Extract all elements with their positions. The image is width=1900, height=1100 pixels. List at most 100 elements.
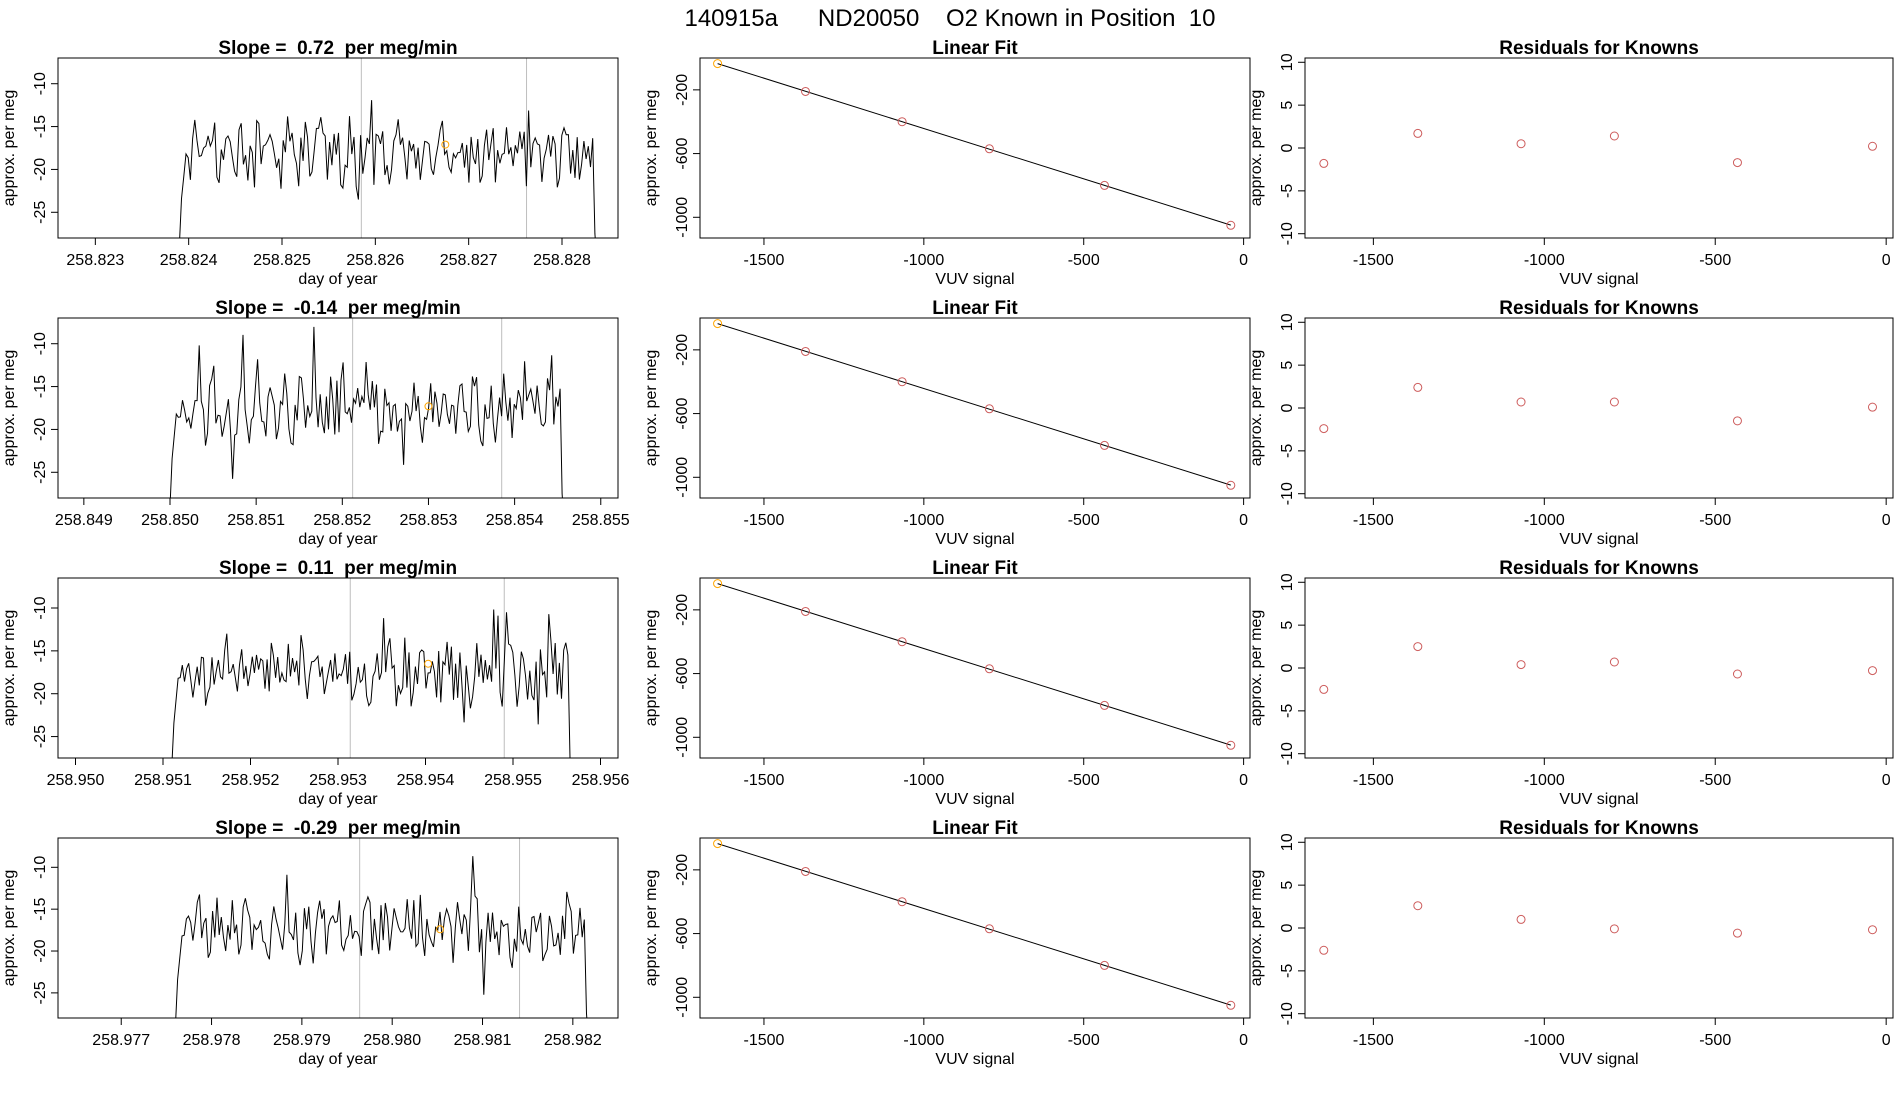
data-point: [1226, 480, 1236, 490]
y-axis-label: approx. per meg: [643, 350, 660, 467]
data-point: [801, 346, 811, 356]
plot-frame: [57, 317, 619, 499]
data-point: [1100, 180, 1110, 190]
data-point: [1867, 925, 1877, 935]
x-tick-label: 258.956: [572, 772, 630, 789]
plot-frame: [1304, 577, 1894, 759]
y-tick-label: 5: [1279, 881, 1296, 890]
panel-time-3: Slope = 0.11 per meg/min 258.950 258.951 25…: [1, 558, 630, 808]
highlight-point: [424, 402, 433, 411]
data-point: [897, 377, 907, 387]
x-tick-label: -1500: [743, 252, 784, 269]
time-series-line: [175, 856, 588, 1018]
x-tick-label: 258.854: [486, 512, 544, 529]
x-tick-label: -1000: [1524, 1032, 1565, 1049]
y-tick-label: -10: [1279, 482, 1296, 505]
x-tick-label: 258.828: [533, 252, 591, 269]
data-point: [801, 606, 811, 616]
x-tick-label: 0: [1239, 1032, 1248, 1049]
x-tick-label: -500: [1699, 1032, 1731, 1049]
x-tick-label: -1000: [1524, 512, 1565, 529]
panel-title: Residuals for Knowns: [1499, 38, 1699, 59]
x-axis-label: day of year: [298, 531, 378, 548]
panel-fit-2: Linear Fit -1500 -1000 -500 0 -200 -600 -1000 VU…: [643, 298, 1251, 548]
x-axis-label: VUV signal: [935, 1051, 1014, 1068]
plot-frame: [1304, 57, 1894, 239]
data-point: [1609, 397, 1619, 407]
y-tick-label: -25: [32, 461, 49, 484]
x-tick-label: 258.950: [47, 772, 105, 789]
y-axis-label: approx. per meg: [1, 610, 18, 727]
fit-line: [717, 323, 1231, 486]
y-tick-label: -15: [32, 639, 49, 662]
highlight-point: [436, 925, 445, 934]
y-tick-label: -10: [32, 72, 49, 95]
x-axis-label: day of year: [298, 271, 378, 288]
x-tick-label: 258.982: [544, 1032, 602, 1049]
data-point: [1867, 666, 1877, 676]
x-tick-label: -1500: [743, 1032, 784, 1049]
x-tick-label: 258.850: [141, 512, 199, 529]
y-axis-label: approx. per meg: [643, 870, 660, 987]
data-point: [1226, 220, 1236, 230]
y-tick-label: -25: [32, 725, 49, 748]
data-point: [1609, 657, 1619, 667]
data-point: [897, 117, 907, 127]
x-tick-label: 0: [1882, 772, 1891, 789]
y-tick-label: -15: [32, 897, 49, 920]
y-tick-label: -10: [32, 332, 49, 355]
plot-frame: [699, 57, 1251, 239]
y-tick-label: 10: [1279, 313, 1296, 331]
fit-line: [717, 583, 1231, 746]
x-axis-label: VUV signal: [1559, 791, 1638, 808]
data-point: [1319, 945, 1329, 955]
panel-title: Linear Fit: [932, 558, 1018, 579]
data-point: [984, 924, 994, 934]
data-point: [1319, 684, 1329, 694]
panel-resid-1: Residuals for Knowns -1500 -1000 -500 0 10 5 0 -…: [1248, 38, 1894, 288]
plot-area: [1319, 128, 1877, 168]
y-tick-label: -1000: [674, 977, 691, 1018]
plot-frame: [699, 317, 1251, 499]
data-point: [1732, 928, 1742, 938]
y-tick-label: -5: [1279, 704, 1296, 718]
x-tick-label: -1500: [1353, 772, 1394, 789]
data-point: [801, 86, 811, 96]
y-tick-label: -15: [32, 375, 49, 398]
y-tick-label: -15: [32, 115, 49, 138]
x-tick-label: -500: [1699, 772, 1731, 789]
plot-frame: [57, 577, 619, 759]
plot-frame: [1304, 317, 1894, 499]
plot-area: [713, 579, 1236, 750]
x-tick-label: 258.826: [346, 252, 404, 269]
x-tick-label: -1500: [1353, 252, 1394, 269]
time-series-line: [169, 326, 563, 498]
time-series-line: [171, 609, 571, 758]
data-point: [1516, 660, 1526, 670]
x-axis-label: VUV signal: [935, 531, 1014, 548]
data-point: [1319, 424, 1329, 434]
y-tick-label: -600: [674, 657, 691, 689]
plot-area: [179, 58, 596, 238]
x-tick-label: -1000: [1524, 772, 1565, 789]
y-tick-label: 0: [1279, 143, 1296, 152]
data-point: [1413, 382, 1423, 392]
x-tick-label: -500: [1068, 252, 1100, 269]
highlight-point: [441, 140, 450, 149]
plot-area: [713, 319, 1236, 490]
plot-area: [169, 318, 563, 498]
data-point: [713, 319, 723, 329]
y-tick-label: -200: [674, 74, 691, 106]
data-point: [1867, 141, 1877, 151]
plot-area: [171, 578, 571, 758]
data-point: [1413, 901, 1423, 911]
panel-resid-3: Residuals for Knowns -1500 -1000 -500 0 10 5 0 -…: [1248, 558, 1894, 808]
data-point: [1226, 1000, 1236, 1010]
data-point: [713, 579, 723, 589]
data-point: [984, 144, 994, 154]
x-tick-label: 258.951: [134, 772, 192, 789]
panel-title: Slope = -0.29 per meg/min: [215, 818, 461, 839]
x-tick-label: 258.978: [183, 1032, 241, 1049]
y-tick-label: -20: [32, 158, 49, 181]
plot-frame: [699, 577, 1251, 759]
